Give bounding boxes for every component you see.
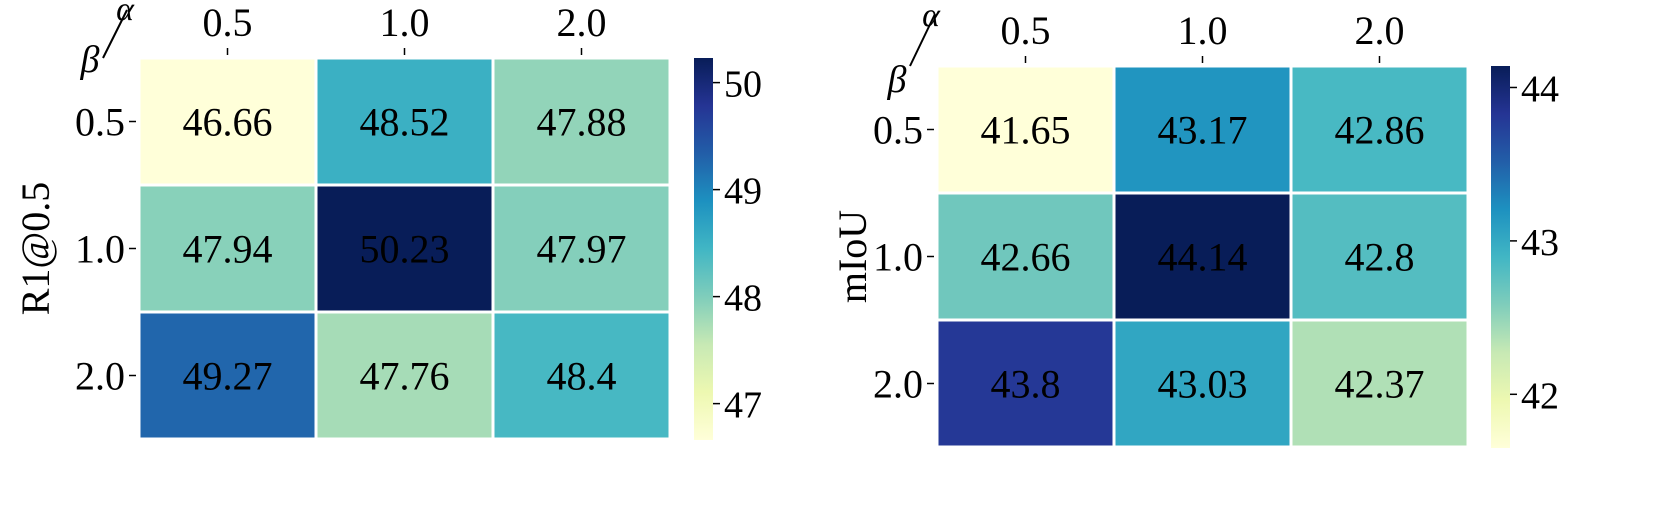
heatmap-cell — [935, 191, 1116, 322]
heatmap-cell — [1112, 191, 1293, 322]
heatmap-cell — [935, 64, 1116, 195]
cell-value-label: 46.66 — [183, 100, 273, 145]
cell-value-label: 43.03 — [1158, 362, 1248, 407]
corner-beta-label: β — [887, 59, 907, 101]
cell-value-label: 42.37 — [1335, 362, 1425, 407]
x-tick-label: 1.0 — [1178, 8, 1228, 53]
heatmap-cell — [1289, 191, 1470, 322]
heatmap-cell — [314, 56, 495, 187]
colorbar-tick-label: 48 — [724, 278, 762, 320]
cell-value-label: 47.94 — [183, 227, 273, 272]
cell-value-label: 47.88 — [537, 100, 627, 145]
corner-beta-label: β — [80, 39, 100, 81]
colorbar-tick-label: 50 — [724, 64, 762, 106]
heatmap-cell — [935, 318, 1116, 449]
colorbar-tick-label: 42 — [1521, 375, 1559, 417]
heatmap-cell — [491, 56, 672, 187]
corner-alpha-label: α — [922, 0, 941, 34]
colorbar — [1491, 66, 1510, 448]
cell-value-label: 47.97 — [537, 227, 627, 272]
x-tick-label: 1.0 — [380, 0, 430, 45]
y-tick-label: 1.0 — [75, 227, 125, 272]
x-tick-label: 2.0 — [557, 0, 607, 45]
cell-value-label: 47.76 — [360, 354, 450, 399]
y-tick-label: 2.0 — [75, 354, 125, 399]
cell-value-label: 42.66 — [981, 235, 1071, 280]
colorbar-tick-label: 44 — [1521, 68, 1559, 110]
heatmap-panel-1: 46.66 48.52 47.88 47.94 50.23 47.97 49.27 47.76… — [13, 0, 762, 441]
corner-slash — [909, 13, 936, 67]
colorbar — [694, 58, 713, 440]
cell-value-label: 48.4 — [547, 354, 617, 399]
cell-value-label: 43.17 — [1158, 108, 1248, 153]
cell-value-label: 42.86 — [1335, 108, 1425, 153]
y-tick-label: 0.5 — [873, 108, 923, 153]
colorbar-tick-label: 47 — [724, 385, 762, 427]
heatmap-cell — [1289, 64, 1470, 195]
colorbar-tick-label: 49 — [724, 171, 762, 213]
heatmap-cell — [1112, 318, 1293, 449]
heatmap-cell — [314, 310, 495, 441]
y-axis-label: R1@0.5 — [13, 182, 58, 316]
heatmap-cell — [1112, 64, 1293, 195]
cell-value-label: 43.8 — [991, 362, 1061, 407]
cell-value-label: 48.52 — [360, 100, 450, 145]
x-tick-label: 0.5 — [1001, 8, 1051, 53]
cell-value-label: 50.23 — [360, 227, 450, 272]
x-tick-label: 2.0 — [1355, 8, 1405, 53]
y-axis-label: mIoU — [830, 210, 875, 303]
cell-value-label: 41.65 — [981, 108, 1071, 153]
corner-slash — [102, 9, 128, 59]
y-tick-label: 1.0 — [873, 235, 923, 280]
heatmap-panel-2: 41.65 43.17 42.86 42.66 44.14 42.8 43.8 43.03 42… — [830, 0, 1559, 449]
colorbar-tick-label: 43 — [1521, 222, 1559, 264]
cell-value-label: 49.27 — [183, 354, 273, 399]
cell-value-label: 42.8 — [1345, 235, 1415, 280]
heatmap-cell — [137, 310, 318, 441]
heatmap-cell — [137, 56, 318, 187]
x-tick-label: 0.5 — [203, 0, 253, 45]
corner-alpha-label: α — [116, 0, 135, 28]
heatmap-cell — [1289, 318, 1470, 449]
heatmap-cell — [491, 183, 672, 314]
y-tick-label: 0.5 — [75, 100, 125, 145]
y-tick-label: 2.0 — [873, 362, 923, 407]
cell-value-label: 44.14 — [1158, 235, 1248, 280]
heatmap-cell — [491, 310, 672, 441]
